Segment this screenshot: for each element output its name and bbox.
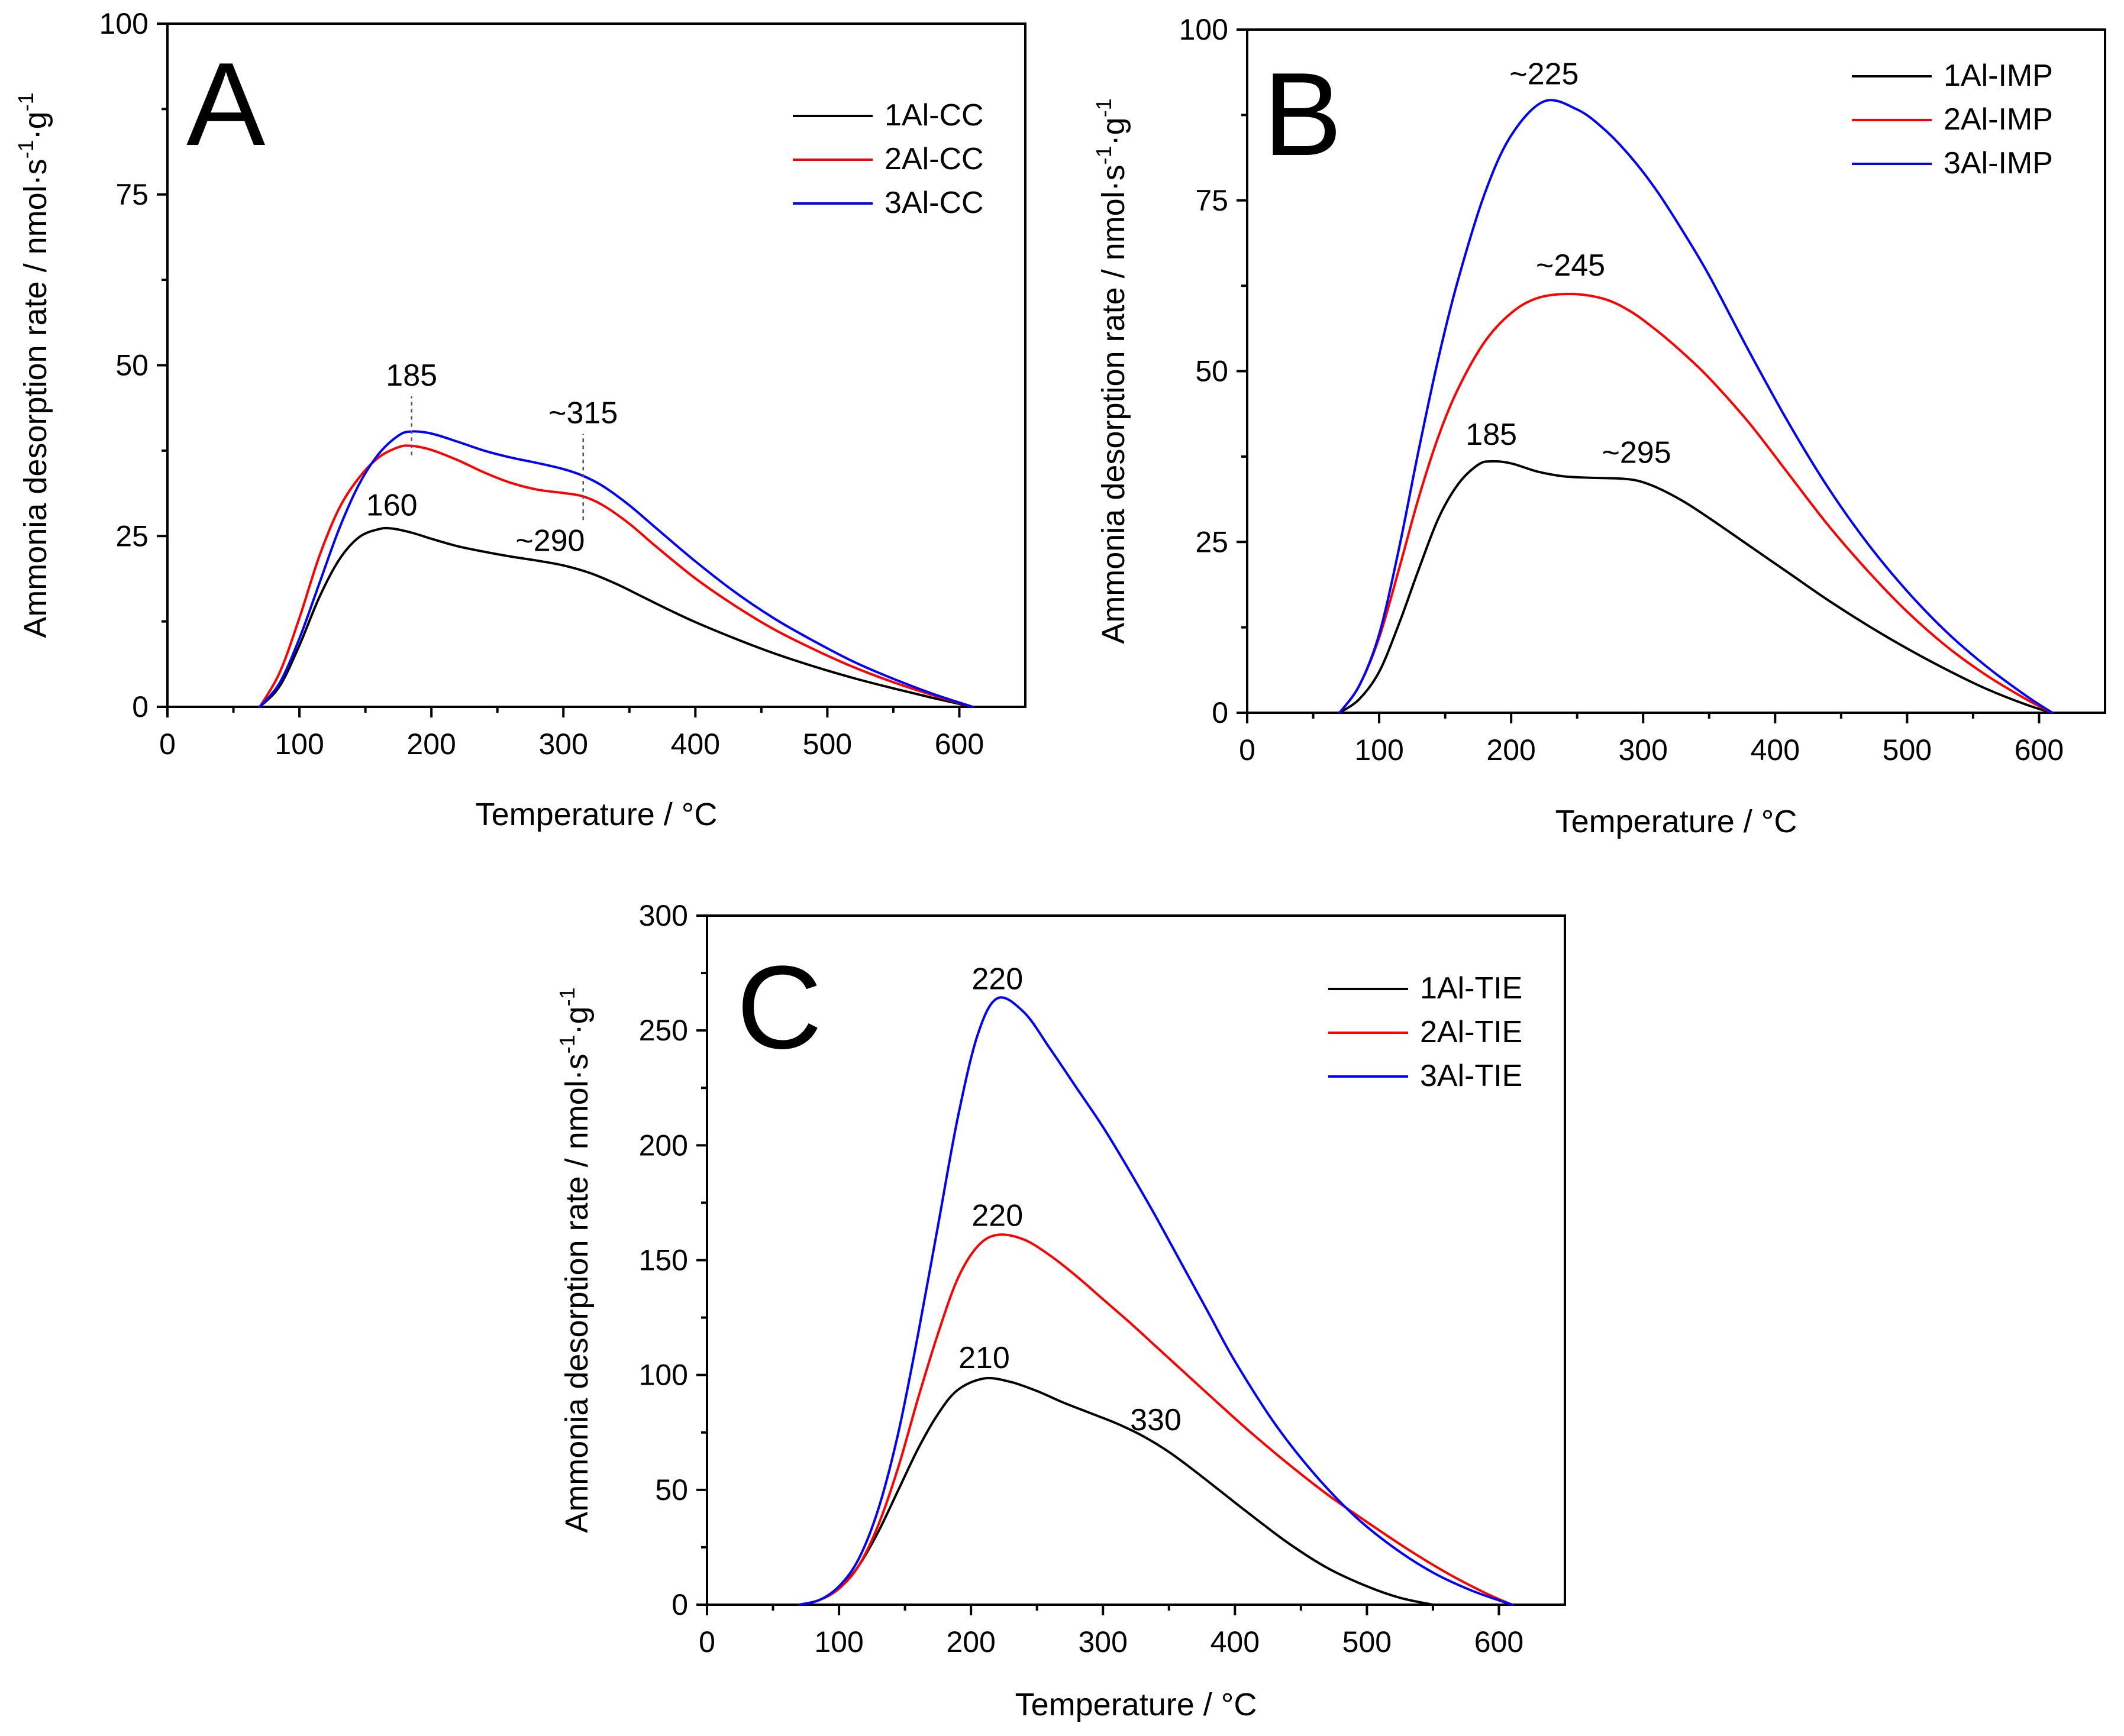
- y-tick-label: 150: [639, 1244, 688, 1277]
- peak-annotation: ~225: [1509, 57, 1579, 91]
- x-tick-label: 400: [1751, 733, 1800, 767]
- x-tick-label: 500: [1883, 733, 1932, 767]
- chart-panel-c: 0 100 200 300 400 500 600 0 50 100 150 200 250 300 Tem…: [555, 899, 1566, 1722]
- panel-letter-c: C: [737, 942, 822, 1074]
- y-tick-label: 0: [1212, 696, 1228, 729]
- y-axis-title: Ammonia desorption rate / nmol·s-1·g-1: [14, 92, 53, 638]
- legend-label-1Al-IMP: 1Al-IMP: [1944, 59, 2053, 93]
- x-tick-label: 400: [1211, 1625, 1260, 1659]
- x-tick-label: 400: [671, 728, 720, 761]
- y-tick-label: 0: [132, 690, 149, 723]
- x-tick-label: 300: [1079, 1625, 1128, 1659]
- y-axis-title: Ammonia desorption rate / nmol·s-1·g-1: [1092, 98, 1131, 644]
- peak-annotation: 185: [386, 358, 437, 393]
- peak-annotation: 330: [1130, 1403, 1182, 1437]
- x-tick-label: 300: [539, 728, 588, 761]
- peak-annotation: 210: [958, 1341, 1010, 1375]
- peak-annotation: 220: [971, 962, 1023, 996]
- panel-letter-b: B: [1263, 49, 1342, 180]
- x-tick-label: 600: [2015, 733, 2064, 767]
- legend-label-2Al-TIE: 2Al-TIE: [1420, 1015, 1522, 1049]
- y-tick-label: 75: [115, 178, 149, 211]
- y-tick-label: 200: [639, 1129, 688, 1162]
- chart-panel-b: 0 100 200 300 400 500 600 0 25 50 75 100 Temperature…: [1092, 13, 2106, 839]
- peak-annotation: ~290: [515, 524, 585, 558]
- x-axis-title: Temperature / °C: [1015, 1687, 1257, 1722]
- y-tick-label: 250: [639, 1014, 688, 1047]
- y-axis-title: Ammonia desorption rate / nmol·s-1·g-1: [555, 987, 595, 1533]
- peak-annotation: 220: [971, 1198, 1023, 1233]
- peak-annotation: ~295: [1602, 435, 1671, 470]
- y-tick-label: 25: [115, 519, 149, 552]
- y-tick-label: 100: [639, 1359, 688, 1392]
- x-tick-label: 0: [1239, 733, 1255, 767]
- x-tick-label: 600: [935, 728, 984, 761]
- series-line-1Al-CC: [259, 526, 974, 708]
- y-tick-label: 50: [655, 1473, 688, 1507]
- panels-container: 0 100 200 300 400 500 6000255075100Temperature…: [14, 7, 2106, 1722]
- x-tick-label: 500: [1342, 1625, 1392, 1659]
- x-tick-label: 600: [1474, 1625, 1523, 1659]
- y-tick-label: 50: [115, 349, 149, 382]
- legend-label-3Al-TIE: 3Al-TIE: [1420, 1059, 1522, 1093]
- legend-label-2Al-IMP: 2Al-IMP: [1944, 102, 2053, 137]
- legend-label-1Al-CC: 1Al-CC: [885, 98, 984, 132]
- series-line-2Al-TIE: [798, 1233, 1513, 1606]
- legend-label-3Al-IMP: 3Al-IMP: [1944, 146, 2053, 180]
- series-line-2Al-CC: [259, 444, 974, 708]
- x-tick-label: 200: [946, 1625, 995, 1659]
- x-tick-label: 500: [803, 728, 852, 761]
- panel-letter-a: A: [186, 38, 266, 170]
- series-line-3Al-TIE: [798, 996, 1513, 1606]
- peak-annotation: ~315: [548, 396, 618, 431]
- x-tick-label: 100: [814, 1625, 863, 1659]
- x-tick-label: 100: [275, 728, 324, 761]
- y-tick-label: 50: [1195, 355, 1228, 388]
- y-tick-label: 100: [1179, 13, 1228, 46]
- x-axis-title: Temperature / °C: [476, 797, 718, 832]
- series-line-1Al-IMP: [1338, 460, 2054, 714]
- y-tick-label: 25: [1195, 525, 1228, 558]
- peak-annotation: 160: [366, 489, 418, 523]
- chart-panel-a: 0 100 200 300 400 500 600 0 25 50 75 100 Temperature…: [14, 7, 1027, 832]
- series-line-3Al-IMP: [1338, 99, 2054, 714]
- x-tick-label: 200: [1486, 733, 1535, 767]
- peak-annotation: ~245: [1536, 248, 1605, 283]
- series-line-2Al-IMP: [1338, 292, 2054, 714]
- legend-label-1Al-TIE: 1Al-TIE: [1420, 971, 1522, 1006]
- legend-label-3Al-CC: 3Al-CC: [885, 186, 984, 220]
- x-tick-label: 300: [1619, 733, 1668, 767]
- x-tick-label: 0: [699, 1625, 715, 1659]
- x-axis-title: Temperature / °C: [1555, 804, 1797, 839]
- x-tick-label: 200: [406, 728, 456, 761]
- series-line-1Al-TIE: [798, 1376, 1434, 1606]
- y-tick-label: 100: [99, 7, 149, 40]
- series-line-3Al-CC: [259, 430, 974, 708]
- y-tick-label: 300: [639, 899, 688, 932]
- peak-annotation: 185: [1466, 418, 1517, 452]
- y-tick-label: 0: [672, 1588, 688, 1621]
- y-tick-label: 75: [1195, 184, 1228, 217]
- x-tick-label: 0: [159, 728, 176, 761]
- x-tick-label: 100: [1354, 733, 1403, 767]
- legend-label-2Al-CC: 2Al-CC: [885, 142, 984, 176]
